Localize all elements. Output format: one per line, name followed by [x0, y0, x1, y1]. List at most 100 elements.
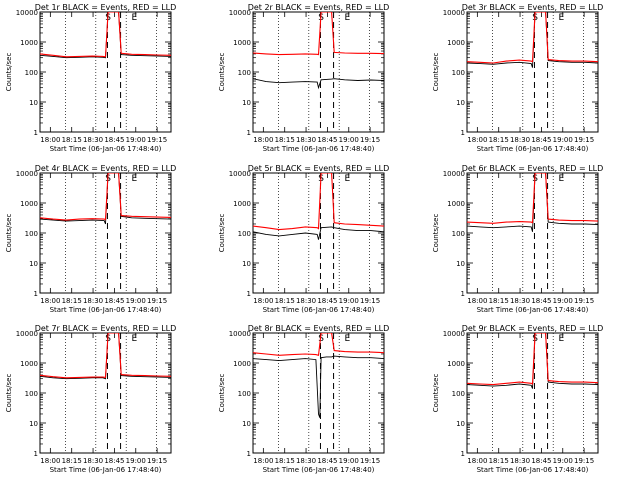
plot-frame	[252, 11, 385, 133]
y-tick-label: 10	[242, 99, 251, 107]
panel-title: Det 2r BLACK = Events, RED = LLD	[248, 3, 390, 12]
y-tick-label: 10000	[443, 330, 465, 338]
y-axis-label: Counts/sec	[5, 374, 13, 413]
x-tick-label: 18:45	[317, 457, 337, 465]
end-marker-label: E	[558, 174, 564, 184]
detector-panel-5: Det 5r BLACK = Events, RED = LLD 1 10 100 10…	[218, 164, 389, 314]
y-tick-label: 1000	[233, 39, 251, 47]
x-tick-label: 18:45	[104, 136, 124, 144]
y-tick-label: 10000	[229, 9, 251, 17]
x-axis-label: Start Time (06-Jan-06 17:48:40)	[50, 306, 162, 314]
x-axis-label: Start Time (06-Jan-06 17:48:40)	[477, 145, 589, 153]
panel-title: Det 4r BLACK = Events, RED = LLD	[35, 164, 177, 173]
y-tick-label: 10	[456, 99, 465, 107]
x-axis-label: Start Time (06-Jan-06 17:48:40)	[263, 466, 375, 474]
y-tick-label: 1	[247, 450, 251, 458]
y-tick-label: 10	[242, 420, 251, 428]
lld-series-line	[40, 333, 171, 379]
x-tick-label: 18:00	[253, 136, 273, 144]
plot-frame	[39, 332, 172, 454]
events-series-line	[467, 333, 598, 389]
y-tick-label: 100	[238, 230, 251, 238]
y-tick-label: 100	[452, 230, 465, 238]
y-tick-label: 1000	[447, 200, 465, 208]
x-tick-label: 19:00	[553, 457, 573, 465]
events-series-line	[40, 173, 171, 225]
x-tick-label: 18:30	[83, 457, 103, 465]
x-tick-label: 19:15	[360, 457, 380, 465]
x-tick-label: 18:00	[40, 457, 60, 465]
y-axis-label: Counts/sec	[218, 214, 226, 253]
detector-panel-9: Det 9r BLACK = Events, RED = LLD 1 10 100 10…	[432, 324, 603, 474]
y-tick-label: 100	[452, 69, 465, 77]
lld-series-line	[467, 12, 598, 64]
x-tick-label: 19:15	[147, 297, 167, 305]
x-tick-label: 18:15	[62, 297, 82, 305]
detector-panel-2: Det 2r BLACK = Events, RED = LLD 1 10 100 10…	[218, 3, 389, 153]
x-tick-label: 18:15	[275, 457, 295, 465]
lld-series-line	[253, 333, 384, 356]
x-tick-label: 18:15	[275, 136, 295, 144]
events-series-line	[253, 78, 384, 90]
plot-frame	[39, 11, 172, 133]
x-axis-label: Start Time (06-Jan-06 17:48:40)	[477, 466, 589, 474]
y-tick-label: 1000	[447, 360, 465, 368]
x-tick-label: 18:15	[489, 457, 509, 465]
y-tick-label: 1	[34, 290, 38, 298]
x-tick-label: 18:45	[531, 136, 551, 144]
x-tick-label: 19:15	[147, 457, 167, 465]
x-axis-label: Start Time (06-Jan-06 17:48:40)	[50, 145, 162, 153]
x-tick-label: 18:00	[467, 457, 487, 465]
x-tick-label: 19:00	[553, 136, 573, 144]
x-axis-label: Start Time (06-Jan-06 17:48:40)	[477, 306, 589, 314]
y-tick-label: 10000	[229, 170, 251, 178]
y-tick-label: 10000	[443, 170, 465, 178]
y-tick-label: 1	[247, 290, 251, 298]
panel-title: Det 3r BLACK = Events, RED = LLD	[462, 3, 604, 12]
y-tick-label: 1	[34, 450, 38, 458]
end-marker-label: E	[558, 13, 564, 23]
x-tick-label: 19:00	[126, 136, 146, 144]
x-tick-label: 18:30	[296, 136, 316, 144]
x-tick-label: 18:00	[253, 297, 273, 305]
events-series-line	[253, 355, 384, 418]
panel-title: Det 8r BLACK = Events, RED = LLD	[248, 324, 390, 333]
x-tick-label: 19:15	[574, 136, 594, 144]
lld-series-line	[40, 173, 171, 221]
x-tick-label: 18:45	[531, 297, 551, 305]
y-tick-label: 10	[29, 260, 38, 268]
x-tick-label: 18:15	[62, 136, 82, 144]
y-tick-label: 1000	[447, 39, 465, 47]
x-tick-label: 18:30	[83, 136, 103, 144]
panel-title: Det 6r BLACK = Events, RED = LLD	[462, 164, 604, 173]
x-tick-label: 18:45	[531, 457, 551, 465]
x-tick-label: 18:00	[40, 297, 60, 305]
detector-panel-3: Det 3r BLACK = Events, RED = LLD 1 10 100 10…	[432, 3, 603, 153]
y-tick-label: 10000	[16, 170, 38, 178]
y-tick-label: 10000	[443, 9, 465, 17]
x-tick-label: 18:15	[489, 297, 509, 305]
x-tick-label: 19:00	[126, 457, 146, 465]
end-marker-label: E	[344, 174, 350, 184]
y-tick-label: 1	[247, 129, 251, 137]
y-tick-label: 1000	[20, 39, 38, 47]
y-tick-label: 1000	[20, 200, 38, 208]
y-tick-label: 1	[461, 129, 465, 137]
plot-frame	[466, 332, 599, 454]
y-tick-label: 100	[238, 69, 251, 77]
x-tick-label: 18:30	[83, 297, 103, 305]
end-marker-label: E	[131, 174, 137, 184]
x-tick-label: 18:45	[317, 297, 337, 305]
y-tick-label: 10	[456, 260, 465, 268]
lld-series-line	[467, 333, 598, 386]
y-tick-label: 1	[34, 129, 38, 137]
plot-frame	[466, 172, 599, 294]
x-tick-label: 19:15	[574, 457, 594, 465]
y-tick-label: 1	[461, 290, 465, 298]
y-tick-label: 10	[242, 260, 251, 268]
events-series-line	[253, 226, 384, 240]
y-tick-label: 1000	[20, 360, 38, 368]
events-series-line	[40, 333, 171, 380]
x-tick-label: 18:30	[296, 297, 316, 305]
lld-series-line	[467, 173, 598, 224]
